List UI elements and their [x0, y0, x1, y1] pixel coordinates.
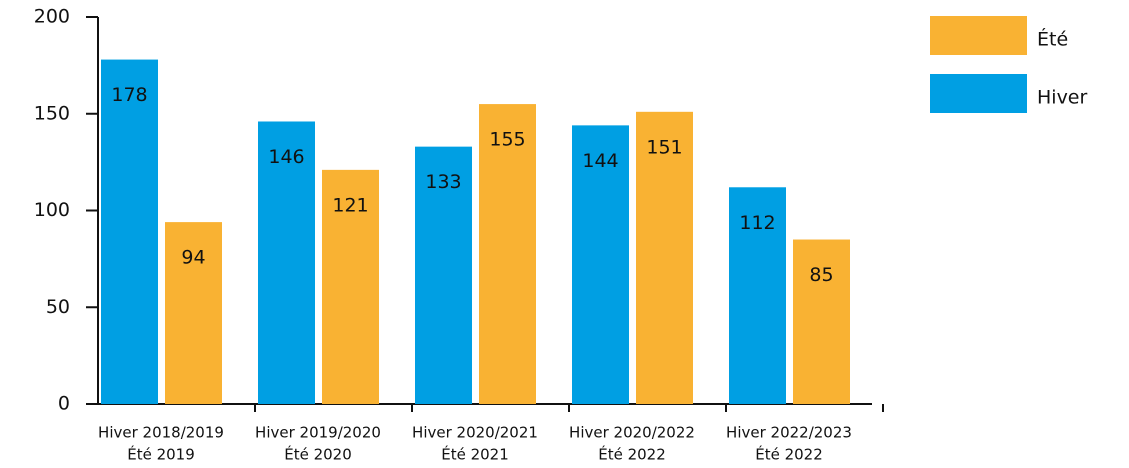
x-tick-label: Été 2021: [441, 445, 509, 464]
bar: [101, 59, 158, 404]
y-tick-label: 150: [34, 102, 70, 124]
legend-label: Hiver: [1037, 87, 1087, 109]
value-label: 151: [646, 136, 682, 158]
bar: [258, 121, 315, 405]
legend-swatch: [930, 74, 1027, 113]
value-label: 94: [181, 247, 205, 269]
x-tick-label: Hiver 2019/2020: [255, 424, 381, 442]
x-tick-label: Hiver 2022/2023: [726, 424, 852, 442]
x-tick-label: Hiver 2018/2019: [98, 424, 224, 442]
bar: [165, 222, 222, 404]
legend-label: Été: [1037, 28, 1068, 51]
y-tick-label: 50: [46, 296, 70, 318]
y-tick-label: 0: [58, 393, 70, 415]
bar: [572, 125, 629, 405]
value-label: 133: [425, 171, 461, 193]
y-tick-label: 100: [34, 199, 70, 221]
x-tick-label: Été 2020: [284, 445, 352, 464]
legend-swatch: [930, 16, 1027, 55]
value-label: 121: [332, 194, 368, 216]
bar: [636, 111, 693, 404]
x-tick-label: Hiver 2020/2022: [569, 424, 695, 442]
bar: [793, 239, 850, 404]
bar: [415, 146, 472, 404]
value-label: 155: [489, 129, 525, 151]
x-tick-label: Hiver 2020/2021: [412, 424, 538, 442]
y-tick-label: 200: [34, 6, 70, 28]
value-label: 178: [111, 84, 147, 106]
bar: [322, 169, 379, 404]
x-tick-label: Été 2019: [127, 445, 195, 464]
x-tick-label: Été 2022: [755, 445, 823, 464]
value-label: 85: [809, 264, 833, 286]
bar: [479, 104, 536, 404]
x-tick-label: Été 2022: [598, 445, 666, 464]
value-label: 146: [268, 146, 304, 168]
value-label: 112: [739, 212, 775, 234]
bar: [729, 187, 786, 404]
value-label: 144: [582, 150, 618, 172]
